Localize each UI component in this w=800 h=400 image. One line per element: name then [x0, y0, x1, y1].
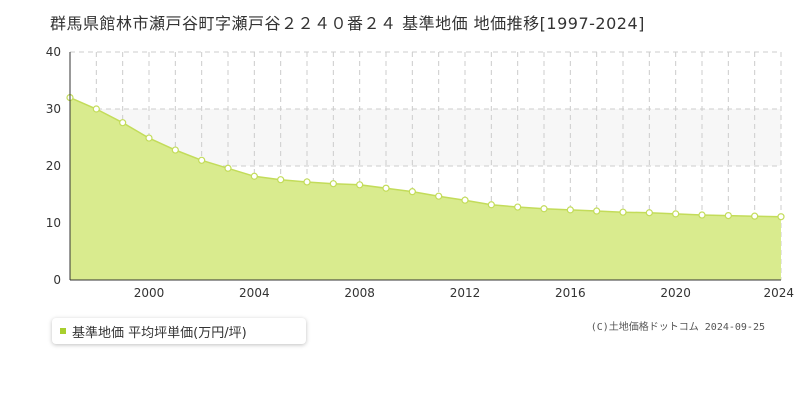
data-point — [619, 208, 627, 216]
data-point — [145, 134, 153, 142]
series-line — [69, 96, 782, 218]
data-point — [198, 156, 206, 164]
data-point — [751, 212, 759, 220]
x-tick-label: 2024 — [763, 286, 794, 300]
data-point — [698, 211, 706, 219]
x-tick-label: 2000 — [134, 286, 165, 300]
data-point — [250, 172, 258, 180]
data-point — [119, 119, 127, 127]
data-point — [540, 205, 548, 213]
x-tick-label: 2008 — [344, 286, 375, 300]
data-point — [593, 207, 601, 215]
x-tick-label: 2016 — [555, 286, 586, 300]
x-tick-label: 2012 — [450, 286, 481, 300]
data-point — [356, 181, 364, 189]
data-point — [514, 203, 522, 211]
y-tick-label: 0 — [53, 273, 61, 287]
legend-marker — [60, 328, 66, 334]
y-tick-label: 20 — [46, 159, 61, 173]
chart-title: 群馬県館林市瀬戸谷町字瀬戸谷２２４０番２４ 基準地価 地価推移[1997-202… — [50, 14, 645, 33]
data-point — [171, 146, 179, 154]
x-tick-label: 2004 — [239, 286, 270, 300]
data-point — [329, 180, 337, 188]
data-point — [672, 210, 680, 218]
x-tick-label: 2020 — [660, 286, 691, 300]
data-point — [277, 176, 285, 184]
data-point — [724, 211, 732, 220]
y-tick-label: 40 — [46, 45, 61, 59]
x-tick-labels: 2000 2004 2008 2012 2016 2020 2024 — [134, 286, 794, 300]
legend-label: 基準地価 平均坪単価(万円/坪) — [72, 325, 247, 341]
data-point — [92, 105, 100, 113]
data-point — [435, 192, 443, 200]
data-point — [408, 188, 416, 196]
legend: 基準地価 平均坪単価(万円/坪) — [52, 318, 306, 344]
data-point — [224, 164, 232, 172]
data-point — [777, 213, 785, 221]
data-points — [66, 93, 785, 221]
data-point — [566, 206, 574, 214]
y-tick-label: 10 — [46, 216, 61, 230]
data-point — [461, 196, 469, 204]
y-tick-label: 30 — [46, 102, 61, 116]
axes — [69, 52, 781, 281]
data-point — [382, 184, 390, 192]
data-point — [303, 178, 311, 186]
data-point — [487, 201, 495, 209]
data-point — [645, 209, 653, 217]
series-area — [70, 97, 781, 280]
y-tick-labels: 0 10 20 30 40 — [46, 45, 61, 287]
copyright-text: (C)土地価格ドットコム 2024-09-25 — [590, 322, 765, 333]
